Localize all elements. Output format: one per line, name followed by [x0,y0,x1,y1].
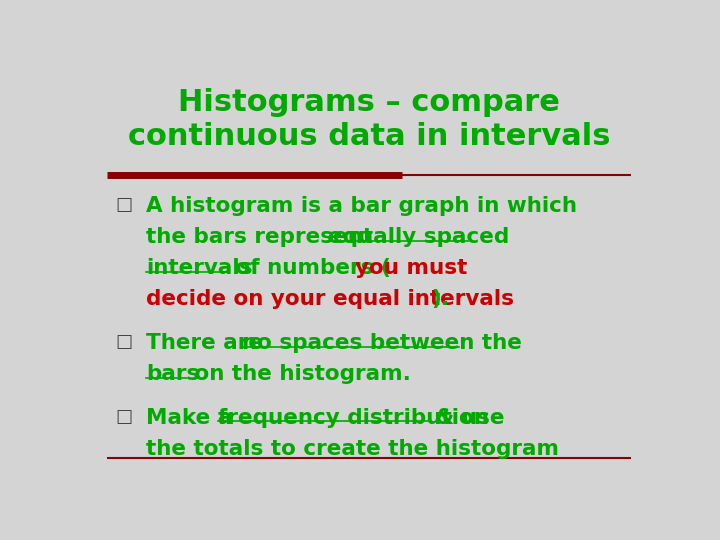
Text: There are: There are [145,333,270,353]
Text: intervals: intervals [145,258,252,278]
Text: □: □ [115,196,132,214]
Text: ).: ). [431,289,449,309]
Text: bars: bars [145,364,199,384]
Text: □: □ [115,333,132,351]
Text: of numbers (: of numbers ( [228,258,391,278]
Text: frequency distribution: frequency distribution [218,408,490,428]
Text: Histograms – compare
continuous data in intervals: Histograms – compare continuous data in … [127,87,611,151]
Text: you must: you must [354,258,467,278]
Text: on the histogram.: on the histogram. [187,364,411,384]
Text: decide on your equal intervals: decide on your equal intervals [145,289,514,309]
Text: the bars represent: the bars represent [145,227,380,247]
Text: no spaces between the: no spaces between the [243,333,522,353]
Text: the totals to create the histogram: the totals to create the histogram [145,439,559,459]
Text: □: □ [115,408,132,426]
Text: Make a: Make a [145,408,240,428]
Text: & use: & use [428,408,505,428]
Text: A histogram is a bar graph in which: A histogram is a bar graph in which [145,196,577,216]
Text: equally spaced: equally spaced [328,227,509,247]
